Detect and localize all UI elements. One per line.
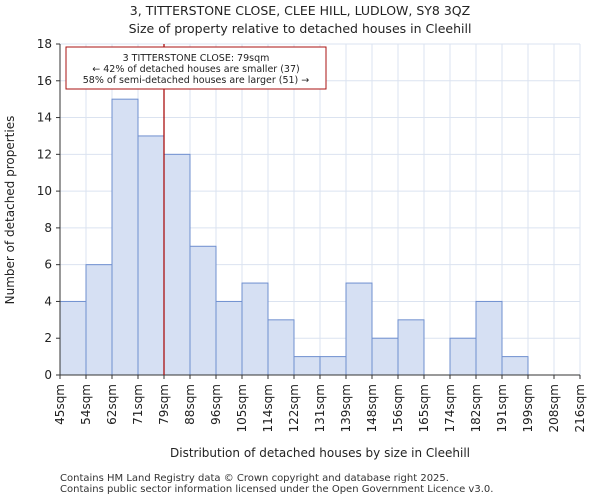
y-tick-label: 14: [37, 111, 52, 125]
x-tick-label: 199sqm: [521, 384, 535, 432]
y-tick-label: 8: [44, 221, 52, 235]
bar-45sqm: [59, 300, 87, 376]
x-tick-label: 139sqm: [339, 384, 353, 432]
chart-subtitle: Size of property relative to detached ho…: [128, 21, 472, 36]
y-tick-label: 0: [44, 368, 52, 382]
y-tick-label: 16: [37, 74, 52, 88]
annotation-box: [65, 46, 327, 90]
bar-96sqm: [215, 300, 243, 376]
bar-79sqm: [163, 153, 191, 376]
annotation-line-2: ← 42% of detached houses are smaller (37…: [92, 64, 299, 75]
x-tick-label: 165sqm: [417, 384, 431, 432]
x-tick-label: 191sqm: [495, 384, 509, 432]
x-tick-label: 45sqm: [53, 384, 67, 425]
x-tick-label: 54sqm: [79, 384, 93, 425]
bar-191sqm: [501, 356, 529, 376]
bar-88sqm: [189, 245, 217, 376]
bar-156sqm: [397, 319, 425, 376]
x-tick-label: 79sqm: [157, 384, 171, 425]
x-tick-label: 131sqm: [313, 384, 327, 432]
x-tick-label: 96sqm: [209, 384, 223, 425]
bar-174sqm: [449, 337, 477, 376]
bar-139sqm: [345, 282, 373, 376]
y-tick-label: 12: [37, 147, 52, 161]
footer-line-1: Contains HM Land Registry data © Crown c…: [60, 473, 449, 484]
footer-line-2: Contains public sector information licen…: [60, 484, 494, 495]
x-tick-label: 88sqm: [183, 384, 197, 425]
bar-182sqm: [475, 300, 503, 376]
x-tick-label: 105sqm: [235, 384, 249, 432]
x-tick-label: 71sqm: [131, 384, 145, 425]
chart-svg: 0 2 4 6 8 10 12 14 16 18 45sqm 54sqm 62sqm 71sqm 79sqm…: [3, 37, 587, 460]
y-tick-label: 4: [44, 294, 52, 308]
y-tick-label: 2: [44, 331, 52, 345]
chart-title: 3, TITTERSTONE CLOSE, CLEE HILL, LUDLOW,…: [129, 3, 471, 18]
x-tick-label: 62sqm: [105, 384, 119, 425]
bar-54sqm: [85, 264, 113, 376]
x-tick-label: 122sqm: [287, 384, 301, 432]
y-axis-label: Number of detached properties: [3, 116, 17, 305]
x-tick-label: 208sqm: [547, 384, 561, 432]
x-tick-label: 114sqm: [261, 384, 275, 432]
annotation-line-1: 3 TITTERSTONE CLOSE: 79sqm: [123, 53, 270, 64]
y-tick-label: 10: [37, 184, 52, 198]
x-tick-label: 216sqm: [573, 384, 587, 432]
x-tick-label: 174sqm: [443, 384, 457, 432]
bar-122sqm: [293, 356, 321, 376]
bar-148sqm: [371, 337, 399, 376]
bar-131sqm: [319, 356, 347, 376]
y-tick-label: 18: [37, 37, 52, 51]
annotation-layer: 3 TITTERSTONE CLOSE: 79sqm ← 42% of deta…: [65, 46, 327, 90]
annotation-line-3: 58% of semi-detached houses are larger (…: [83, 75, 310, 86]
bars-layer: [59, 98, 529, 376]
x-axis-label: Distribution of detached houses by size …: [170, 446, 470, 460]
x-tick-label: 148sqm: [365, 384, 379, 432]
bar-62sqm: [111, 98, 139, 376]
bar-105sqm: [241, 282, 269, 376]
x-tick-label: 156sqm: [391, 384, 405, 432]
ticks-layer: 0 2 4 6 8 10 12 14 16 18 45sqm 54sqm 62sqm 71sqm 79sqm…: [37, 37, 587, 432]
bar-114sqm: [267, 319, 295, 376]
y-tick-label: 6: [44, 258, 52, 272]
bar-71sqm: [137, 135, 165, 376]
x-tick-label: 182sqm: [469, 384, 483, 432]
